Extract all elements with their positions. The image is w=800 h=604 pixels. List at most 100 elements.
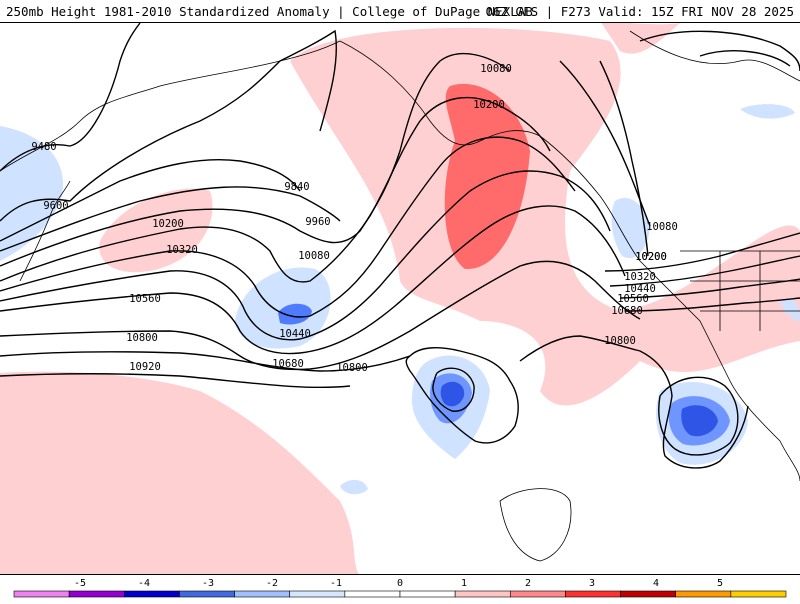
- contour-10440: [0, 170, 611, 341]
- map-panel: 9480 9600 9840 9960 10080 10200 10200 10…: [0, 22, 800, 575]
- north-america-west-coast: [639, 260, 800, 482]
- contour-10440-east: [609, 255, 800, 287]
- contour-label: 9960: [305, 216, 330, 228]
- run-info: 06Z GFS | F273 Valid: 15Z FRI NOV 28 202…: [485, 4, 794, 19]
- anomaly-strong-positive-alaska: [444, 83, 530, 270]
- australia-coastline: [499, 488, 572, 562]
- contour-9480: [0, 23, 141, 172]
- anomaly-positive-northeast: [601, 23, 680, 54]
- contour-north-loop-inner: [699, 50, 791, 67]
- colorbar-swatches: [13, 590, 787, 598]
- contour-label: 10320: [624, 271, 656, 283]
- contour-10920: [0, 373, 351, 389]
- map-title: 250mb Height 1981-2010 Standardized Anom…: [6, 4, 533, 19]
- colorbar-ticks: -5 -4 -3 -2 -1 0 1 2 3 4 5: [74, 578, 723, 589]
- contour-label: 10200: [635, 251, 667, 263]
- contour-10320: [0, 136, 576, 318]
- title-bar: 250mb Height 1981-2010 Standardized Anom…: [0, 0, 800, 22]
- colorbar-swatch: [13, 590, 70, 598]
- colorbar-swatch: [730, 590, 787, 598]
- contour-north-loop-east: [639, 30, 800, 72]
- contour-label: 10320: [166, 244, 198, 256]
- colorbar-tick-label: -4: [138, 578, 150, 589]
- anomaly-negative-east-edge: [780, 298, 800, 321]
- contour-10560: [0, 205, 626, 355]
- contour-label: 10440: [624, 283, 656, 295]
- contour-label: 10200: [635, 251, 667, 263]
- colorbar: -5 -4 -3 -2 -1 0 1 2 3 4 5: [0, 576, 800, 600]
- colorbar-swatch: [123, 590, 180, 598]
- colorbar-swatch: [620, 590, 677, 598]
- anomaly-moderate-negative-trough: [278, 303, 312, 325]
- contour-10320-east: [604, 232, 800, 272]
- colorbar-tick-label: -1: [330, 578, 342, 589]
- colorbar-tick-label: 1: [461, 578, 467, 589]
- contour-label: 10920: [129, 361, 161, 373]
- colorbar-tick-label: 4: [653, 578, 659, 589]
- contour-label: 10080: [298, 250, 330, 262]
- coastlines: [0, 30, 800, 562]
- contour-10200-east: [599, 60, 649, 257]
- contour-label: 10800: [604, 335, 636, 347]
- colorbar-tick-label: 3: [589, 578, 595, 589]
- contour-label: 10080: [480, 63, 512, 75]
- contour-10800-hawaii-loop: [405, 347, 519, 444]
- contour-label: 9480: [31, 141, 56, 153]
- contour-label: 10440: [279, 328, 311, 340]
- colorbar-tick-label: 2: [525, 578, 531, 589]
- contour-10800-west: [0, 351, 411, 372]
- contour-9840: [0, 159, 301, 242]
- colorbar-swatch: [179, 590, 235, 598]
- anomaly-strong-negative-hawaii-low: [440, 381, 465, 407]
- anomaly-negative-westedge: [0, 126, 64, 261]
- asia-coastline: [0, 40, 341, 172]
- colorbar-tick-label: 5: [717, 578, 723, 589]
- contour-label: 10560: [617, 293, 649, 305]
- contour-label: 10080: [646, 221, 678, 233]
- colorbar-swatch: [565, 590, 621, 598]
- contour-label: 10680: [611, 305, 643, 317]
- colorbar-swatch: [289, 590, 346, 598]
- colorbar-tick-label: -2: [266, 578, 278, 589]
- contour-baja-loop: [658, 376, 739, 456]
- contour-10680-east: [624, 297, 800, 312]
- contour-label: 10800: [126, 332, 158, 344]
- contour-label: 10560: [129, 293, 161, 305]
- contour-label: 10200: [473, 99, 505, 111]
- anomaly-negative-bc-coast: [611, 197, 650, 258]
- colorbar-tick-label: 0: [397, 578, 403, 589]
- colorbar-tick-label: -5: [74, 578, 86, 589]
- anomaly-positive-northpacific: [290, 27, 800, 406]
- colorbar-swatch: [509, 590, 566, 598]
- canada-coast: [629, 30, 800, 82]
- contour-hawaii-inner: [432, 367, 475, 412]
- contour-label: 10680: [272, 358, 304, 370]
- alaska-coastline: [339, 40, 641, 262]
- anomaly-positive-westpacific: [99, 188, 213, 273]
- colorbar-swatch: [675, 590, 732, 598]
- anomaly-negative-hudson: [740, 104, 795, 119]
- contour-label: 10200: [152, 218, 184, 230]
- colorbar-swatch: [344, 590, 401, 598]
- contour-10080-west: [0, 53, 511, 267]
- anomaly-negative-small-south: [340, 479, 368, 495]
- contour-10200-west: [0, 96, 551, 283]
- colorbar-tick-label: -3: [202, 578, 214, 589]
- anomaly-strong-negative-baja-low: [681, 405, 718, 437]
- colorbar-swatch: [454, 590, 511, 598]
- anomaly-positive-southwest: [0, 371, 359, 574]
- positive-anomaly-fills: [0, 23, 800, 574]
- contour-10560-east: [619, 278, 800, 299]
- colorbar-swatch: [399, 590, 456, 598]
- contour-label: 10800: [336, 362, 368, 374]
- contour-label: 9840: [284, 181, 309, 193]
- contour-label: 9600: [43, 200, 68, 212]
- contour-9600: [0, 29, 338, 222]
- contour-9960: [0, 186, 341, 252]
- contour-10800-east: [519, 335, 749, 469]
- height-contours: [0, 23, 800, 469]
- colorbar-swatch: [234, 590, 291, 598]
- us-state-borders: [680, 250, 800, 331]
- colorbar-swatch: [68, 590, 125, 598]
- contour-value-labels: 9480 9600 9840 9960 10080 10200 10200 10…: [31, 63, 677, 374]
